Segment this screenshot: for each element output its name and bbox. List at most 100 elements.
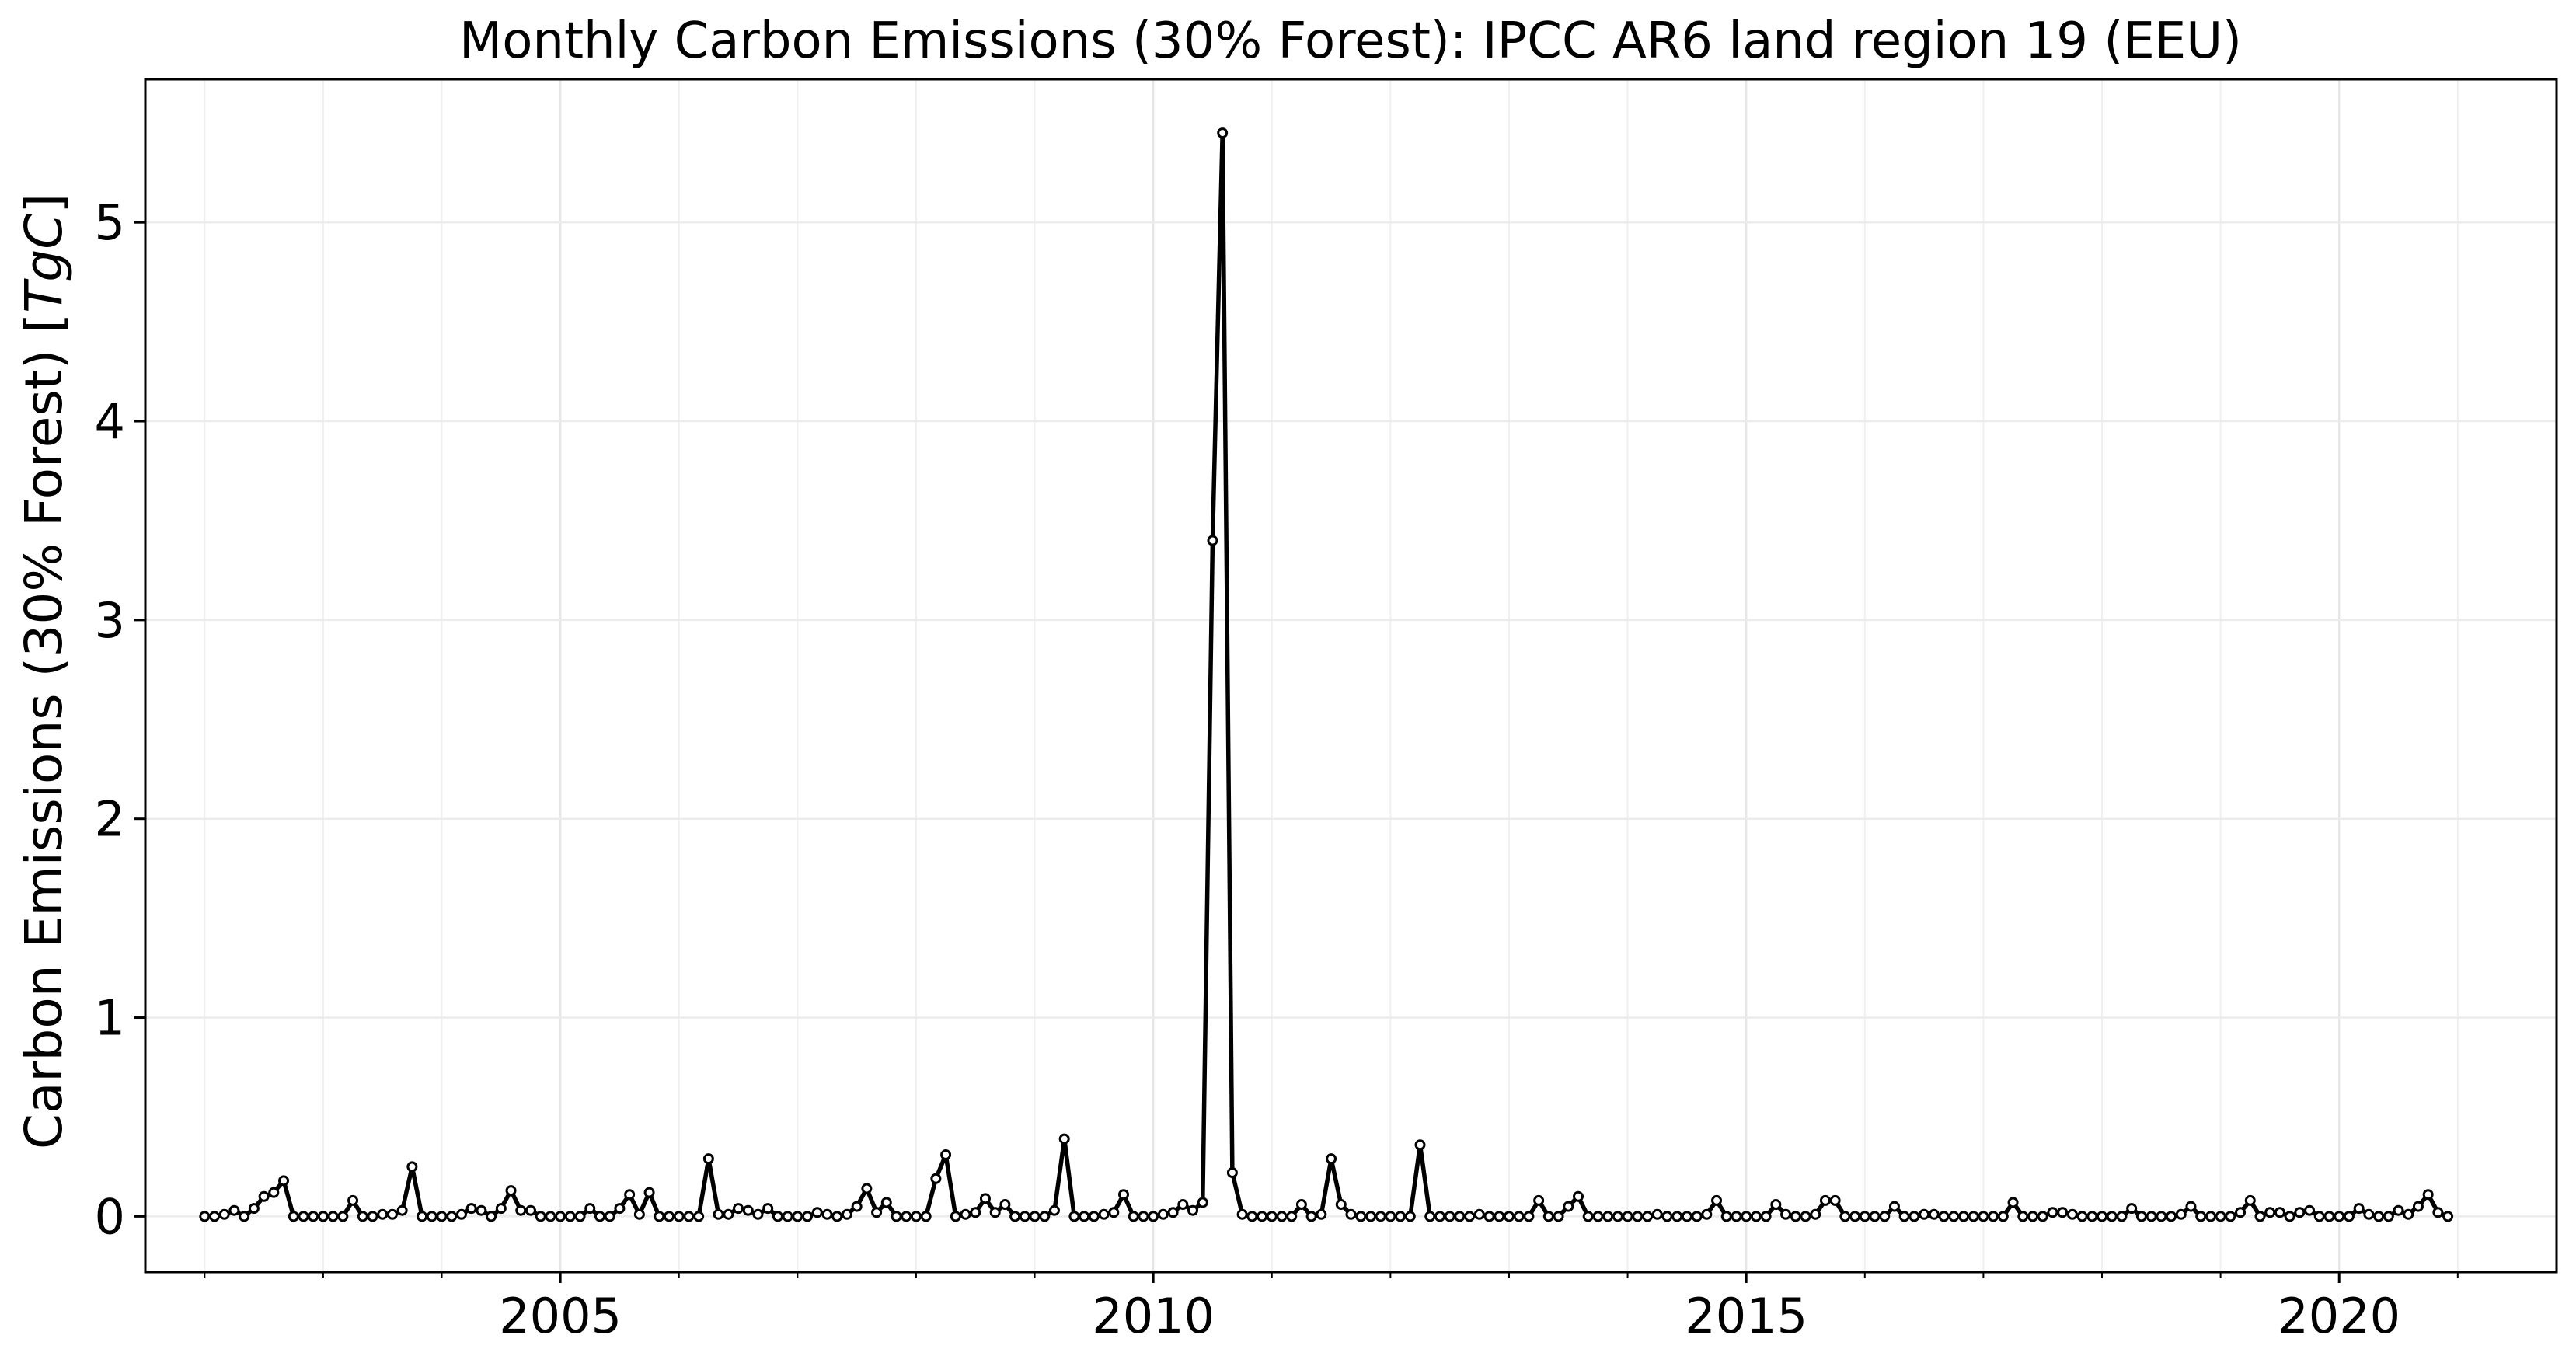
data-point-marker (871, 1207, 883, 1218)
data-point-marker (1187, 1204, 1199, 1216)
data-point-marker (1919, 1208, 1930, 1220)
data-point-marker (1019, 1211, 1030, 1222)
data-point-marker (308, 1211, 319, 1222)
data-point-marker (2027, 1211, 2038, 1222)
data-point-marker (1533, 1194, 1545, 1206)
data-point-marker (218, 1208, 230, 1220)
data-point-marker (604, 1211, 615, 1222)
data-point-marker (1058, 1133, 1070, 1145)
data-point-marker (1355, 1211, 1367, 1222)
data-point-marker (396, 1204, 408, 1216)
data-point-marker (1770, 1199, 1782, 1211)
data-point-marker (1118, 1189, 1129, 1201)
data-point-marker (1207, 535, 1218, 546)
data-point-marker (298, 1211, 309, 1222)
data-point-marker (1612, 1211, 1623, 1222)
data-point-marker (446, 1211, 458, 1222)
data-point-marker (525, 1204, 536, 1216)
data-point-marker (584, 1203, 596, 1215)
x-tick-label: 2005 (499, 1288, 622, 1344)
data-point-marker (357, 1211, 368, 1222)
data-point-marker (1563, 1201, 1574, 1212)
data-point-marker (1088, 1211, 1100, 1222)
data-point-marker (1454, 1211, 1466, 1222)
data-point-marker (228, 1204, 240, 1216)
data-point-marker (1473, 1208, 1485, 1220)
data-point-marker (624, 1189, 636, 1201)
data-point-marker (702, 1153, 714, 1165)
data-point-marker (970, 1207, 981, 1218)
data-point-marker (505, 1185, 517, 1197)
data-point-marker (1800, 1211, 1811, 1222)
data-point-marker (2442, 1211, 2454, 1222)
data-point-marker (455, 1208, 467, 1220)
data-point-marker (1128, 1211, 1139, 1222)
data-point-marker (2294, 1207, 2306, 1218)
data-point-marker (1029, 1211, 1041, 1222)
data-point-marker (1523, 1211, 1535, 1222)
data-point-marker (386, 1208, 398, 1220)
data-point-marker (1494, 1211, 1505, 1222)
data-point-marker (1079, 1211, 1090, 1222)
data-point-marker (2106, 1211, 2118, 1222)
plot-area-frame (144, 78, 2558, 1274)
data-point-marker (1671, 1211, 1683, 1222)
y-axis-label-main: Carbon Emissions (30% Forest) [ (14, 313, 74, 1149)
data-point-marker (841, 1208, 852, 1220)
data-point-marker (920, 1211, 932, 1222)
data-point-marker (1444, 1211, 1455, 1222)
data-point-marker (2274, 1207, 2285, 1218)
data-point-marker (436, 1211, 448, 1222)
data-point-marker (1790, 1211, 1801, 1222)
x-tick-label: 2015 (1685, 1288, 1807, 1344)
data-point-marker (831, 1211, 843, 1222)
data-point-marker (2066, 1208, 2078, 1220)
data-point-marker (1326, 1153, 1337, 1165)
data-point-marker (1039, 1211, 1051, 1222)
data-point-marker (723, 1208, 734, 1220)
x-tick-label: 2010 (1092, 1288, 1215, 1344)
data-point-marker (278, 1175, 290, 1187)
data-point-marker (1167, 1207, 1179, 1218)
data-point-marker (901, 1211, 912, 1222)
data-point-marker (1483, 1211, 1495, 1222)
data-point-marker (930, 1173, 942, 1184)
data-point-marker (1138, 1211, 1149, 1222)
data-point-marker (2215, 1211, 2226, 1222)
data-point-marker (1217, 127, 1229, 139)
data-point-marker (2076, 1211, 2088, 1222)
data-point-marker (1305, 1211, 1317, 1222)
data-point-marker (545, 1211, 556, 1222)
data-point-marker (327, 1211, 339, 1222)
data-point-marker (1997, 1211, 2009, 1222)
data-point-marker (248, 1203, 260, 1215)
data-point-marker (1592, 1211, 1604, 1222)
data-point-marker (2017, 1211, 2029, 1222)
data-point-marker (762, 1203, 774, 1215)
data-point-marker (2383, 1211, 2394, 1222)
data-point-marker (2412, 1201, 2424, 1212)
data-point-marker (1741, 1211, 1752, 1222)
data-point-marker (1978, 1211, 1989, 1222)
tick-marks (134, 221, 2459, 1283)
data-point-marker (733, 1203, 744, 1215)
data-point-marker (1148, 1211, 1159, 1222)
y-axis-label-unit: TgC (14, 214, 74, 313)
data-point-marker (2205, 1211, 2216, 1222)
data-point-marker (2097, 1211, 2108, 1222)
data-point-marker (2422, 1189, 2434, 1201)
data-point-marker (950, 1211, 961, 1222)
data-point-marker (2166, 1211, 2177, 1222)
data-point-marker (1642, 1211, 1654, 1222)
data-point-marker (683, 1211, 695, 1222)
data-point-marker (2304, 1204, 2316, 1216)
data-point-marker (960, 1208, 971, 1220)
data-point-marker (2373, 1211, 2385, 1222)
data-point-marker (268, 1187, 280, 1198)
data-point-marker (2313, 1211, 2325, 1222)
data-point-marker (239, 1211, 250, 1222)
data-point-marker (2037, 1211, 2048, 1222)
data-point-marker (515, 1204, 527, 1216)
data-point-marker (1503, 1211, 1515, 1222)
